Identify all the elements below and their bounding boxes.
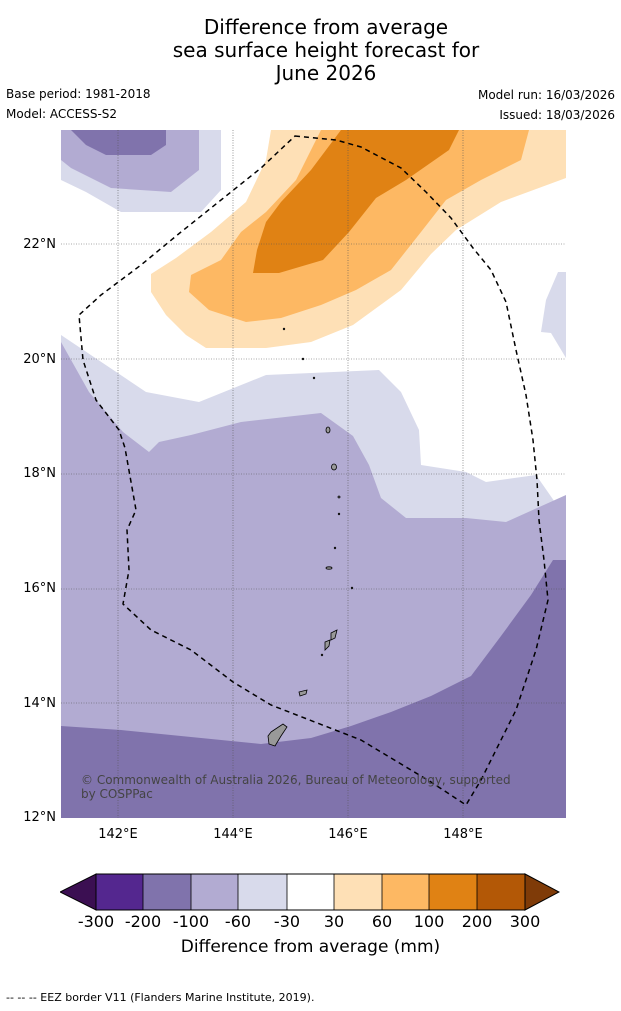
lon-label-144e: 144°E: [213, 827, 253, 842]
title-line-1: Difference from average: [203, 15, 449, 39]
island-pagan: [331, 463, 337, 471]
lat-label-22n: 22°N: [23, 237, 56, 252]
anomaly-patch-right-light: [541, 272, 566, 358]
chart-title: Difference from average sea surface heig…: [0, 16, 621, 85]
colorbar: [58, 872, 561, 912]
colorbar-tick-3: -100: [172, 912, 210, 931]
lat-label-14n: 14°N: [23, 696, 56, 711]
colorbar-swatch-4: [238, 874, 287, 910]
island-rota: [298, 689, 308, 697]
colorbar-swatch-3: [191, 874, 238, 910]
eez-border: [78, 135, 549, 807]
colorbar-swatch-7: [382, 874, 429, 910]
lon-label-148e: 148°E: [443, 827, 483, 842]
lon-label-142e: 142°E: [98, 827, 138, 842]
island-farallon: [301, 357, 305, 361]
copyright-notice: © Commonwealth of Australia 2026, Bureau…: [81, 773, 511, 801]
colorbar-swatch-9: [477, 874, 525, 910]
colorbar-swatch-8: [429, 874, 477, 910]
colorbar-swatch-1: [96, 874, 143, 910]
lat-label-20n: 20°N: [23, 352, 56, 367]
colorbar-tick-2: -200: [124, 912, 162, 931]
anomaly-band-minus100-minus200: [61, 560, 566, 818]
colorbar-dividers: [142, 874, 478, 910]
issued-date: Issued: 18/03/2026: [499, 108, 615, 122]
model-run: Model run: 16/03/2026: [477, 88, 615, 102]
colorbar-swatch-5: [287, 874, 334, 910]
island-guguan: [337, 512, 341, 516]
island-aguijan: [320, 653, 324, 657]
lat-label-16n: 16°N: [23, 581, 56, 596]
title-line-2: sea surface height forecast for: [172, 38, 480, 62]
colorbar-tick-5: -30: [273, 912, 301, 931]
lat-label-18n: 18°N: [23, 466, 56, 481]
colorbar-swatch-6: [334, 874, 382, 910]
anomaly-band-plus100-plus200: [253, 130, 459, 273]
island-guam: [267, 723, 288, 747]
sea-surface-height-map: [61, 130, 566, 818]
map-grid: [61, 130, 566, 818]
base-period: Base period: 1981-2018: [6, 87, 151, 101]
colorbar-tick-6: 30: [323, 912, 345, 931]
lon-label-146e: 146°E: [328, 827, 368, 842]
eez-footnote: -- -- -- EEZ border V11 (Flanders Marine…: [6, 991, 315, 1004]
anomaly-band-plus60-plus100: [189, 130, 529, 322]
colorbar-tick-10: 300: [509, 912, 541, 931]
island-markers: [267, 327, 354, 747]
anomaly-patch-top-left-dark: [71, 130, 166, 155]
colorbar-swatch-2: [143, 874, 191, 910]
island-saipan: [330, 629, 338, 641]
colorbar-tick-7: 60: [371, 912, 393, 931]
island-agrihan: [325, 426, 331, 434]
model-name: Model: ACCESS-S2: [6, 107, 118, 121]
colorbar-tick-8: 100: [413, 912, 445, 931]
lat-label-12n: 12°N: [23, 810, 56, 825]
colorbar-tick-1: -300: [77, 912, 115, 931]
island-anatahan: [325, 566, 333, 570]
colorbar-tick-9: 200: [461, 912, 493, 931]
island-maug: [312, 376, 316, 380]
colorbar-tick-4: -60: [224, 912, 252, 931]
colorbar-over-arrow: [524, 873, 561, 911]
island-asuncion: [282, 327, 286, 331]
island-tinian: [324, 639, 331, 651]
island-sarigan: [333, 546, 337, 550]
island-alamagan: [337, 495, 341, 499]
colorbar-under-arrow: [58, 873, 97, 911]
colorbar-outline: [95, 873, 526, 911]
title-line-3: June 2026: [275, 61, 377, 85]
island-medinilla: [350, 586, 354, 590]
colorbar-label: Difference from average (mm): [180, 937, 441, 957]
